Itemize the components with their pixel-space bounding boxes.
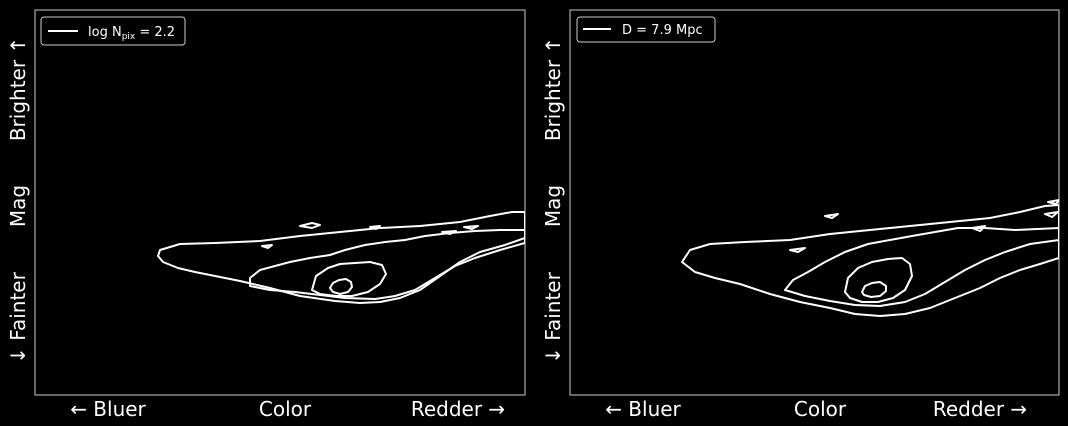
contour-island	[441, 230, 457, 235]
xlabel-center: Color	[794, 397, 847, 421]
ylabel-top: Brighter ↑	[6, 37, 30, 141]
legend-box	[576, 16, 716, 43]
contour-core	[861, 281, 887, 298]
contour-inner	[311, 261, 387, 297]
contour-island	[824, 213, 839, 219]
x-axis-labels: ← Bluer Color Redder →	[70, 397, 505, 421]
legend: log Npix = 2.2	[40, 16, 186, 46]
ylabel-center: Mag	[541, 185, 565, 227]
contour-outer	[681, 204, 1059, 317]
panel-distance: D = 7.9 Mpc ← Bluer Color Redder → ↓ Fai…	[541, 9, 1060, 421]
y-axis-labels: ↓ Fainter Mag Brighter ↑	[541, 37, 565, 364]
contour-island	[463, 225, 479, 230]
contour-island	[1044, 211, 1059, 218]
plot-area-frame	[569, 9, 1060, 396]
legend-label-rest: = 2.2	[135, 25, 175, 40]
contour-island	[261, 244, 273, 249]
legend-label-sub: pix	[122, 32, 136, 42]
contour-island	[1047, 199, 1059, 205]
xlabel-right: Redder →	[411, 397, 505, 421]
y-axis-labels: ↓ Fainter Mag Brighter ↑	[6, 37, 30, 364]
contour-inner	[844, 257, 913, 303]
xlabel-right: Redder →	[933, 397, 1027, 421]
ylabel-center: Mag	[6, 185, 30, 227]
contour-island	[299, 222, 321, 229]
legend-label: D = 7.9 Mpc	[622, 23, 703, 38]
legend-box	[40, 16, 186, 46]
xlabel-left: ← Bluer	[605, 397, 681, 421]
xlabel-left: ← Bluer	[70, 397, 146, 421]
contour-core	[329, 278, 353, 295]
contour-outer	[157, 211, 525, 304]
ylabel-bottom: ↓ Fainter	[6, 271, 30, 363]
legend: D = 7.9 Mpc	[576, 16, 716, 43]
contour-island	[971, 225, 986, 232]
contour-island	[369, 225, 381, 230]
legend-label: log Npix = 2.2	[88, 25, 175, 42]
plot-area-frame	[34, 9, 526, 396]
contour-middle	[784, 227, 1059, 307]
ylabel-top: Brighter ↑	[541, 37, 565, 141]
x-axis-labels: ← Bluer Color Redder →	[605, 397, 1027, 421]
panel-log-npix: log Npix = 2.2 ← Bluer Color Redder → ↓ …	[6, 9, 526, 421]
legend-label-main: log N	[88, 25, 122, 40]
contour-island	[789, 247, 806, 253]
ylabel-bottom: ↓ Fainter	[541, 271, 565, 363]
xlabel-center: Color	[259, 397, 312, 421]
contour-middle	[249, 229, 525, 300]
